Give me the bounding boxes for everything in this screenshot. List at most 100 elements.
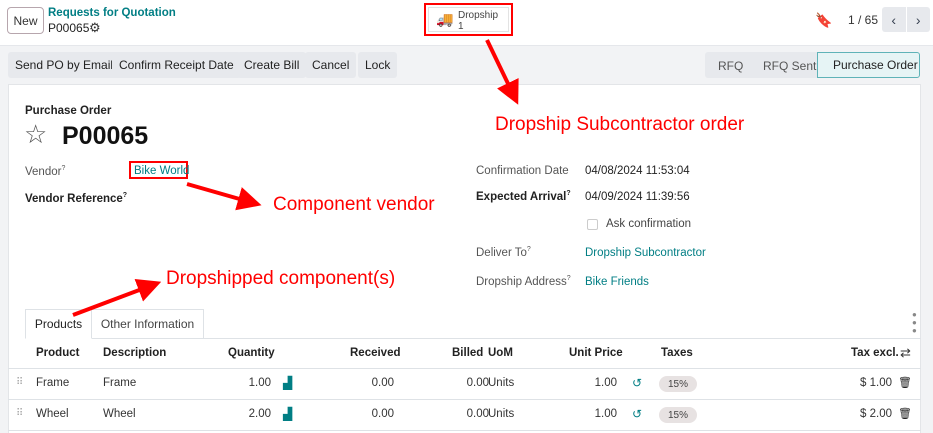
arrow-dropship: [485, 39, 519, 105]
col-taxes[interactable]: Taxes: [661, 347, 693, 359]
col-tax-excl[interactable]: Tax excl.: [851, 347, 899, 359]
vendor-reference-text: Vendor Reference: [25, 192, 123, 205]
col-unit-price[interactable]: Unit Price: [569, 347, 623, 359]
dropship-address-label: Dropship Address?: [476, 275, 571, 288]
optional-columns-icon[interactable]: ⇄: [900, 345, 911, 360]
row-uom[interactable]: Units: [488, 408, 515, 420]
row-received: 0.00: [371, 408, 394, 420]
gear-icon[interactable]: ⚙: [89, 20, 101, 35]
annotation-vendor-text: Component vendor: [273, 194, 435, 215]
new-button[interactable]: New: [7, 7, 44, 34]
deliver-to-label: Deliver To?: [476, 246, 531, 259]
row-unit-price[interactable]: 1.00: [594, 408, 617, 420]
col-description[interactable]: Description: [103, 347, 167, 359]
forecast-chart-icon[interactable]: ▟: [283, 376, 293, 390]
status-bar: [705, 52, 821, 78]
dropship-address-text: Dropship Address: [476, 275, 567, 288]
table-header: [8, 339, 921, 369]
tab-other-information[interactable]: Other Information: [92, 309, 204, 338]
row-product[interactable]: Wheel: [36, 408, 69, 420]
record-name: P00065: [48, 21, 90, 35]
pager-buttons: ‹ ›: [882, 7, 930, 32]
deliver-to-field[interactable]: Dropship Subcontractor: [585, 247, 706, 259]
annotation-box-vendor: [129, 161, 188, 179]
dropship-smart-button[interactable]: 🚚 Dropship 1: [428, 7, 509, 32]
confirmation-date-label: Confirmation Date: [476, 165, 569, 177]
ask-confirmation-checkbox[interactable]: [587, 219, 598, 230]
truck-icon: 🚚: [436, 11, 454, 27]
vendor-field[interactable]: Bike World: [134, 165, 190, 177]
table-row[interactable]: ⠿ Wheel Wheel 2.00 ▟ 0.00 0.00 Units 1.0…: [8, 400, 921, 431]
expected-arrival-label: Expected Arrival?: [476, 190, 571, 203]
breadcrumb-rfq[interactable]: Requests for Quotation: [48, 7, 176, 19]
bookmark-icon[interactable]: 🔖: [815, 12, 833, 28]
drag-handle-icon[interactable]: ⠿: [16, 377, 24, 388]
col-quantity[interactable]: Quantity: [228, 347, 275, 359]
help-icon: ?: [566, 190, 571, 197]
status-rfq-sent[interactable]: RFQ Sent: [763, 59, 817, 73]
row-quantity[interactable]: 1.00: [248, 377, 271, 389]
cancel-button[interactable]: Cancel: [305, 52, 357, 78]
confirm-receipt-date-button[interactable]: Confirm Receipt Date: [112, 52, 241, 78]
help-icon: ?: [122, 192, 128, 199]
row-subtotal: $ 1.00: [860, 377, 892, 389]
row-uom[interactable]: Units: [488, 377, 515, 389]
form-type-label: Purchase Order: [25, 105, 112, 117]
row-billed: 0.00: [466, 408, 489, 420]
status-purchase-order[interactable]: Purchase Order: [817, 52, 920, 78]
row-billed: 0.00: [466, 377, 489, 389]
status-rfq[interactable]: RFQ: [718, 59, 744, 73]
reset-price-icon[interactable]: ↺: [632, 407, 643, 421]
dropship-label: Dropship: [458, 10, 499, 21]
annotation-dropship-text: Dropship Subcontractor order: [495, 114, 745, 135]
tax-badge[interactable]: 15%: [659, 407, 697, 423]
help-icon: ?: [526, 246, 531, 253]
annotation-box-dropship: [424, 3, 513, 36]
order-name: P00065: [62, 122, 149, 150]
col-uom[interactable]: UoM: [488, 347, 513, 359]
deliver-to-text: Deliver To: [476, 246, 527, 259]
ask-confirmation-label: Ask confirmation: [606, 218, 692, 230]
help-icon: ?: [566, 275, 571, 282]
row-product[interactable]: Frame: [36, 377, 70, 389]
confirmation-date-field[interactable]: 04/08/2024 11:53:04: [585, 165, 690, 177]
vendor-label: Vendor?: [25, 165, 65, 178]
arrow-components: [72, 278, 162, 317]
row-quantity[interactable]: 2.00: [248, 408, 271, 420]
col-billed[interactable]: Billed: [452, 347, 484, 359]
delete-icon[interactable]: 🗑: [898, 377, 912, 389]
scroll-handle-icon[interactable]: ● ● ●: [912, 310, 917, 335]
send-po-email-button[interactable]: Send PO by Email: [8, 52, 121, 78]
row-subtotal: $ 2.00: [860, 408, 892, 420]
annotation-components-text: Dropshipped component(s): [166, 268, 396, 289]
tax-badge[interactable]: 15%: [659, 376, 697, 392]
delete-icon[interactable]: 🗑: [898, 408, 912, 420]
dropship-address-field[interactable]: Bike Friends: [585, 276, 649, 288]
row-unit-price[interactable]: 1.00: [594, 377, 617, 389]
tabs-divider: [25, 338, 921, 339]
pager-previous-button[interactable]: ‹: [882, 7, 907, 32]
row-description[interactable]: Wheel: [103, 408, 136, 420]
col-product[interactable]: Product: [36, 347, 80, 359]
lock-button[interactable]: Lock: [358, 52, 398, 78]
vendor-reference-label: Vendor Reference?: [25, 192, 127, 205]
drag-handle-icon[interactable]: ⠿: [16, 408, 24, 419]
star-icon[interactable]: ☆: [24, 119, 48, 149]
pager-next-button[interactable]: ›: [915, 11, 921, 28]
help-icon: ?: [61, 165, 66, 172]
row-description[interactable]: Frame: [103, 377, 137, 389]
forecast-chart-icon[interactable]: ▟: [283, 407, 293, 421]
row-received: 0.00: [371, 377, 394, 389]
form-sheet: [8, 84, 921, 433]
pager-value[interactable]: 1 / 65: [848, 13, 879, 27]
create-bill-button[interactable]: Create Bill: [237, 52, 307, 78]
reset-price-icon[interactable]: ↺: [632, 376, 643, 390]
arrow-vendor: [186, 182, 262, 211]
vendor-label-text: Vendor: [25, 165, 62, 178]
col-received[interactable]: Received: [350, 347, 401, 359]
expected-arrival-text: Expected Arrival: [476, 190, 567, 203]
dropship-count: 1: [458, 21, 464, 32]
expected-arrival-field[interactable]: 04/09/2024 11:39:56: [585, 191, 690, 203]
table-row[interactable]: ⠿ Frame Frame 1.00 ▟ 0.00 0.00 Units 1.0…: [8, 369, 921, 400]
